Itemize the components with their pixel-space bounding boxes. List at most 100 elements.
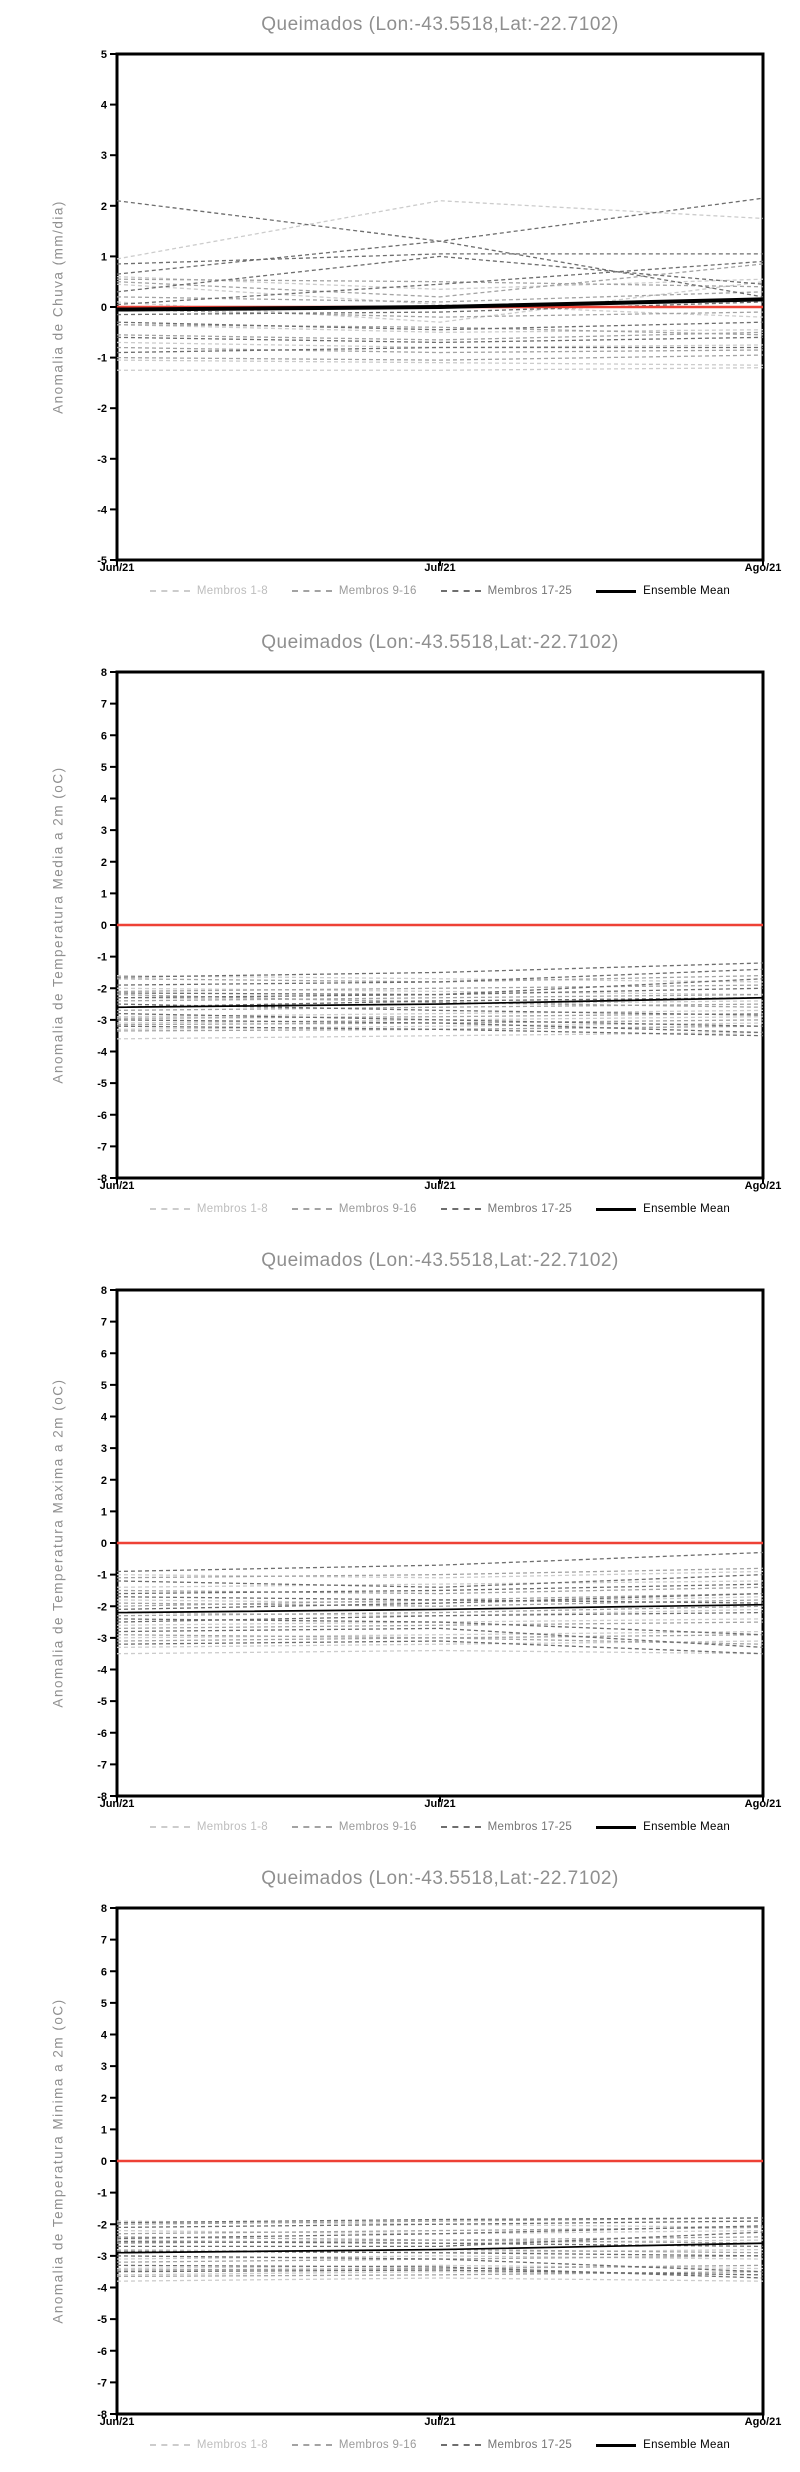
svg-text:-8: -8 — [97, 1791, 107, 1803]
plot-area: 5 4 3 2 1 0 -1 -2 -3 -4 -5 — [97, 49, 765, 567]
svg-text:3: 3 — [101, 2061, 107, 2073]
legend-item-ensemble-mean: Ensemble Mean — [596, 1203, 730, 1215]
svg-text:4: 4 — [101, 100, 108, 112]
dashed-line-swatch — [149, 1208, 190, 1210]
legend-item-membros-17-25: Membros 17-25 — [440, 1821, 572, 1833]
svg-text:1: 1 — [101, 1506, 107, 1518]
dashed-line-swatch — [291, 2444, 332, 2446]
solid-line-swatch — [596, 589, 637, 593]
legend-item-membros-1-8: Membros 1-8 — [149, 585, 268, 597]
svg-text:4: 4 — [101, 2030, 108, 2042]
svg-text:-7: -7 — [97, 2377, 107, 2389]
svg-text:-8: -8 — [97, 2409, 107, 2421]
svg-text:-2: -2 — [97, 403, 107, 415]
legend-item-membros-1-8: Membros 1-8 — [149, 2439, 268, 2451]
svg-text:2: 2 — [101, 201, 107, 213]
chart-precipitation-anomaly: Queimados (Lon:-43.5518,Lat:-22.7102) An… — [0, 0, 800, 618]
svg-text:0: 0 — [101, 302, 107, 314]
svg-text:4: 4 — [101, 794, 108, 806]
chart-title: Queimados (Lon:-43.5518,Lat:-22.7102) — [261, 632, 619, 653]
svg-text:5: 5 — [101, 762, 107, 774]
legend-item-ensemble-mean: Ensemble Mean — [596, 585, 730, 597]
legend-item-membros-1-8: Membros 1-8 — [149, 1203, 268, 1215]
x-tick-label-ago: Ago/21 — [744, 562, 782, 574]
svg-text:1: 1 — [101, 888, 107, 900]
svg-text:-3: -3 — [97, 454, 107, 466]
svg-text:-2: -2 — [97, 1601, 107, 1613]
x-tick-label-ago: Ago/21 — [744, 1180, 782, 1192]
x-tick-label-jun: Jun/21 — [99, 2416, 135, 2428]
svg-text:-5: -5 — [97, 555, 107, 567]
svg-text:-6: -6 — [97, 1728, 107, 1740]
legend-item-membros-9-16: Membros 9-16 — [291, 1203, 417, 1215]
svg-text:2: 2 — [101, 2093, 107, 2105]
svg-text:3: 3 — [101, 825, 107, 837]
svg-text:5: 5 — [101, 49, 107, 61]
chart-legend: Membros 1-8 Membros 9-16 Membros 17-25 E… — [117, 1203, 763, 1215]
plot-area: 8 7 6 5 4 3 2 1 0 -1 -2 -3 -4 -5 -6 -7 -8 — [97, 1903, 765, 2421]
svg-text:8: 8 — [101, 1285, 107, 1297]
legend-item-membros-17-25: Membros 17-25 — [440, 585, 572, 597]
dashed-line-swatch — [149, 2444, 190, 2446]
svg-text:-1: -1 — [97, 2188, 107, 2200]
svg-text:7: 7 — [101, 699, 107, 711]
chart-max-temperature-anomaly: Queimados (Lon:-43.5518,Lat:-22.7102) An… — [0, 1236, 800, 1854]
dashed-line-swatch — [291, 1826, 332, 1828]
x-tick-label-jun: Jun/21 — [99, 1180, 135, 1192]
svg-text:-4: -4 — [97, 2283, 108, 2295]
svg-text:-1: -1 — [97, 952, 107, 964]
svg-text:-7: -7 — [97, 1759, 107, 1771]
svg-text:2: 2 — [101, 1475, 107, 1487]
svg-text:0: 0 — [101, 2156, 107, 2168]
svg-text:-1: -1 — [97, 1570, 107, 1582]
svg-text:1: 1 — [101, 2124, 107, 2136]
chart-legend: Membros 1-8 Membros 9-16 Membros 17-25 E… — [117, 2439, 763, 2451]
dashed-line-swatch — [149, 590, 190, 592]
svg-text:-8: -8 — [97, 1173, 107, 1185]
svg-text:3: 3 — [101, 150, 107, 162]
chart-title: Queimados (Lon:-43.5518,Lat:-22.7102) — [261, 1868, 619, 1889]
svg-text:-4: -4 — [97, 504, 108, 516]
svg-text:-5: -5 — [97, 1078, 107, 1090]
svg-text:-6: -6 — [97, 1110, 107, 1122]
x-tick-label-jul: Jul/21 — [424, 2416, 456, 2428]
x-tick-label-ago: Ago/21 — [744, 2416, 782, 2428]
x-tick-label-jun: Jun/21 — [99, 1798, 135, 1810]
legend-item-membros-17-25: Membros 17-25 — [440, 1203, 572, 1215]
legend-item-ensemble-mean: Ensemble Mean — [596, 2439, 730, 2451]
svg-text:7: 7 — [101, 1317, 107, 1329]
svg-text:3: 3 — [101, 1443, 107, 1455]
svg-text:-5: -5 — [97, 1696, 107, 1708]
svg-text:4: 4 — [101, 1412, 108, 1424]
svg-text:-4: -4 — [97, 1047, 108, 1059]
dashed-line-swatch — [440, 590, 481, 592]
chart-legend: Membros 1-8 Membros 9-16 Membros 17-25 E… — [117, 585, 763, 597]
svg-text:-3: -3 — [97, 1633, 107, 1645]
dashed-line-swatch — [440, 2444, 481, 2446]
svg-text:-2: -2 — [97, 983, 107, 995]
svg-text:-6: -6 — [97, 2346, 107, 2358]
svg-text:-3: -3 — [97, 2251, 107, 2263]
legend-item-membros-9-16: Membros 9-16 — [291, 2439, 417, 2451]
plot-area: 8 7 6 5 4 3 2 1 0 -1 -2 -3 -4 -5 -6 -7 -8 — [97, 1285, 765, 1803]
x-tick-label-jul: Jul/21 — [424, 562, 456, 574]
dashed-line-swatch — [291, 590, 332, 592]
svg-text:-1: -1 — [97, 353, 107, 365]
solid-line-swatch — [596, 1825, 637, 1829]
svg-text:2: 2 — [101, 857, 107, 869]
chart-legend: Membros 1-8 Membros 9-16 Membros 17-25 E… — [117, 1821, 763, 1833]
legend-item-membros-17-25: Membros 17-25 — [440, 2439, 572, 2451]
svg-text:8: 8 — [101, 667, 107, 679]
chart-title: Queimados (Lon:-43.5518,Lat:-22.7102) — [261, 14, 619, 35]
solid-line-swatch — [596, 2443, 637, 2447]
chart-mean-temperature-anomaly: Queimados (Lon:-43.5518,Lat:-22.7102) An… — [0, 618, 800, 1236]
svg-text:0: 0 — [101, 1538, 107, 1550]
legend-item-ensemble-mean: Ensemble Mean — [596, 1821, 730, 1833]
x-tick-label-jun: Jun/21 — [99, 562, 135, 574]
chart-title: Queimados (Lon:-43.5518,Lat:-22.7102) — [261, 1250, 619, 1271]
x-tick-label-ago: Ago/21 — [744, 1798, 782, 1810]
legend-item-membros-9-16: Membros 9-16 — [291, 585, 417, 597]
svg-text:7: 7 — [101, 1935, 107, 1947]
dashed-line-swatch — [440, 1208, 481, 1210]
